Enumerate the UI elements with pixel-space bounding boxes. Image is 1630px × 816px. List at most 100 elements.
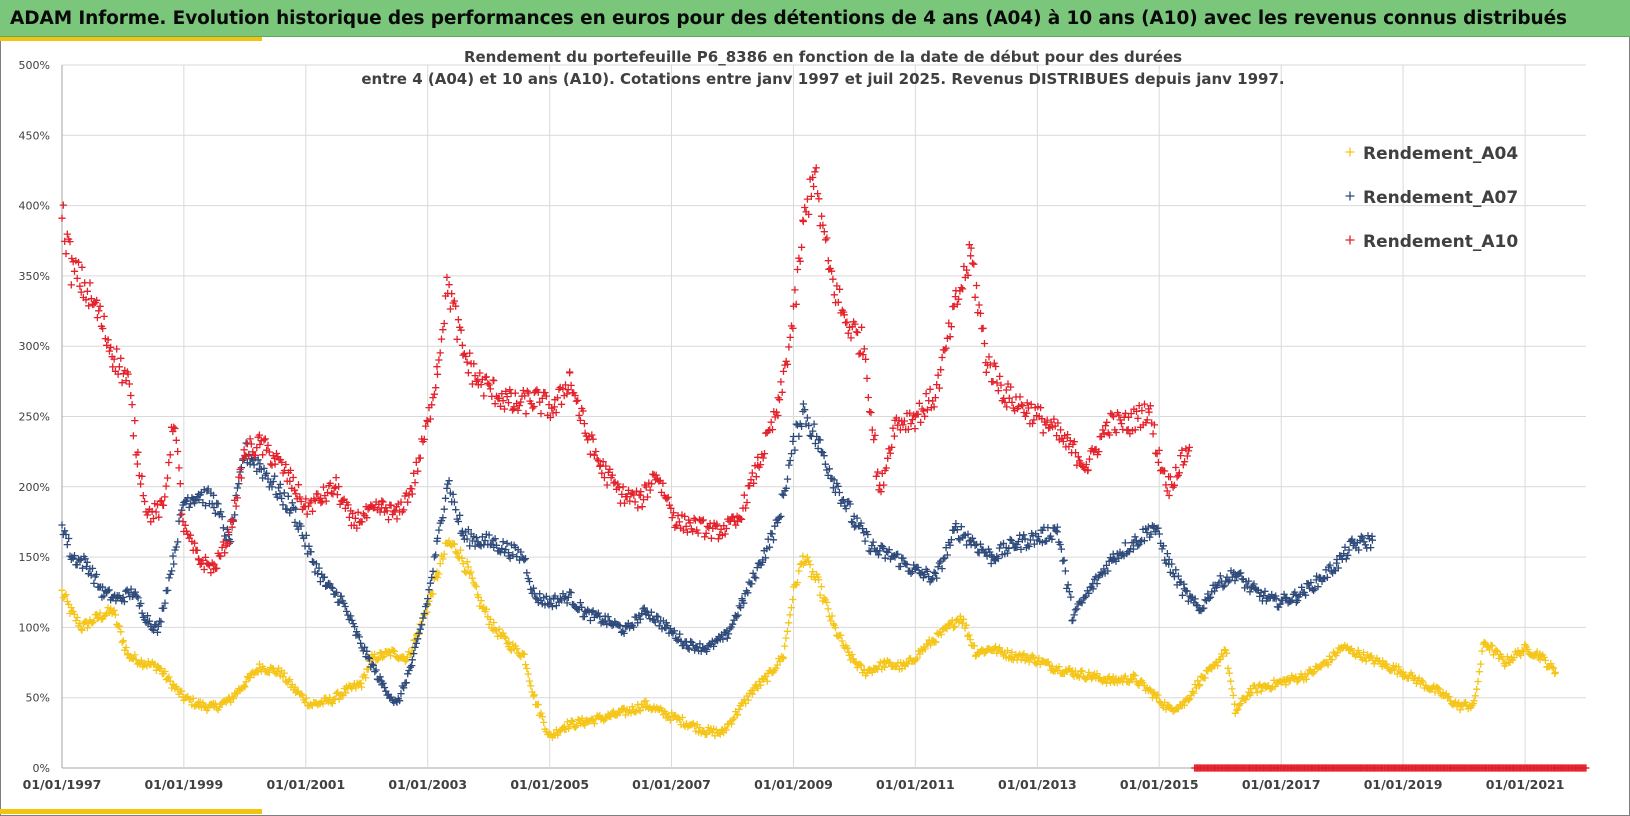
data-point bbox=[1283, 593, 1291, 602]
data-point bbox=[1070, 438, 1078, 446]
data-point bbox=[957, 284, 965, 292]
data-point bbox=[857, 661, 865, 670]
data-point bbox=[279, 501, 287, 509]
data-point bbox=[100, 592, 108, 600]
data-point bbox=[1025, 542, 1033, 551]
data-point bbox=[231, 511, 239, 519]
data-point bbox=[164, 586, 172, 594]
data-point bbox=[1541, 656, 1549, 664]
data-point bbox=[320, 573, 328, 581]
data-point bbox=[228, 515, 236, 524]
data-point bbox=[424, 595, 432, 603]
data-point bbox=[1070, 611, 1078, 619]
data-point bbox=[963, 266, 971, 274]
data-point bbox=[378, 497, 386, 505]
data-point bbox=[967, 252, 975, 260]
data-point bbox=[823, 234, 831, 242]
data-point bbox=[134, 594, 142, 602]
data-point bbox=[999, 539, 1008, 547]
data-point bbox=[481, 536, 489, 545]
data-point bbox=[858, 323, 866, 331]
data-point bbox=[659, 479, 667, 487]
data-point bbox=[1005, 394, 1013, 402]
data-point bbox=[1205, 594, 1213, 603]
data-point bbox=[836, 285, 844, 293]
data-point bbox=[307, 548, 315, 556]
data-point bbox=[331, 590, 339, 598]
data-point bbox=[728, 720, 736, 728]
data-point bbox=[423, 600, 431, 608]
data-point bbox=[484, 379, 492, 387]
data-point bbox=[748, 580, 756, 588]
data-point bbox=[793, 579, 802, 587]
data-point bbox=[744, 696, 752, 704]
data-point bbox=[466, 570, 474, 578]
data-point bbox=[576, 599, 584, 607]
data-point bbox=[1281, 594, 1289, 602]
data-point bbox=[86, 279, 94, 287]
data-point bbox=[482, 373, 490, 381]
data-point bbox=[520, 556, 528, 564]
data-point bbox=[652, 471, 660, 479]
zero-marker bbox=[1582, 764, 1590, 772]
data-point bbox=[351, 623, 359, 631]
data-point bbox=[517, 548, 525, 556]
data-point bbox=[1181, 458, 1189, 466]
data-point bbox=[1351, 652, 1360, 660]
data-point bbox=[498, 390, 506, 398]
data-point bbox=[99, 583, 107, 591]
data-point bbox=[506, 386, 514, 394]
data-point bbox=[734, 710, 742, 718]
data-point bbox=[1105, 431, 1114, 439]
data-point bbox=[444, 480, 452, 488]
data-point bbox=[684, 644, 692, 652]
data-point bbox=[698, 517, 706, 525]
data-point bbox=[335, 483, 343, 491]
data-point bbox=[1002, 386, 1010, 394]
data-point bbox=[458, 527, 466, 535]
data-point bbox=[810, 420, 818, 428]
data-point bbox=[829, 275, 837, 283]
data-point bbox=[716, 730, 724, 738]
data-point bbox=[436, 560, 444, 568]
data-point bbox=[848, 650, 856, 659]
data-point bbox=[917, 418, 925, 426]
data-point bbox=[1175, 469, 1183, 477]
data-point bbox=[109, 363, 117, 371]
data-point bbox=[1146, 685, 1154, 693]
data-point bbox=[578, 603, 586, 611]
data-point bbox=[1103, 418, 1111, 426]
data-point bbox=[1261, 587, 1269, 595]
data-point bbox=[452, 302, 460, 310]
data-point bbox=[279, 673, 287, 681]
data-point bbox=[358, 683, 366, 691]
data-point bbox=[1172, 463, 1180, 472]
y-tick-label: 350% bbox=[19, 270, 50, 283]
data-point bbox=[1039, 429, 1047, 437]
data-point bbox=[1108, 411, 1116, 419]
data-point bbox=[760, 450, 769, 458]
data-point bbox=[1348, 535, 1356, 543]
data-point bbox=[795, 432, 803, 440]
data-point bbox=[1131, 426, 1139, 434]
data-point bbox=[803, 195, 811, 203]
data-point bbox=[380, 652, 388, 660]
data-point bbox=[1383, 660, 1391, 668]
data-point bbox=[722, 524, 730, 533]
data-point bbox=[814, 444, 822, 453]
data-point bbox=[548, 603, 556, 611]
data-point bbox=[352, 684, 360, 692]
data-point bbox=[1124, 413, 1133, 421]
data-point bbox=[161, 599, 169, 607]
data-point bbox=[1237, 700, 1245, 708]
data-point bbox=[76, 556, 84, 564]
data-point bbox=[749, 569, 757, 577]
data-point bbox=[746, 482, 754, 490]
data-point bbox=[450, 540, 458, 548]
data-point bbox=[129, 432, 137, 440]
data-point bbox=[66, 238, 74, 246]
data-point bbox=[406, 663, 414, 671]
data-point bbox=[930, 568, 938, 576]
data-point bbox=[982, 368, 990, 376]
x-tick-label: 01/01/2011 bbox=[876, 777, 955, 792]
